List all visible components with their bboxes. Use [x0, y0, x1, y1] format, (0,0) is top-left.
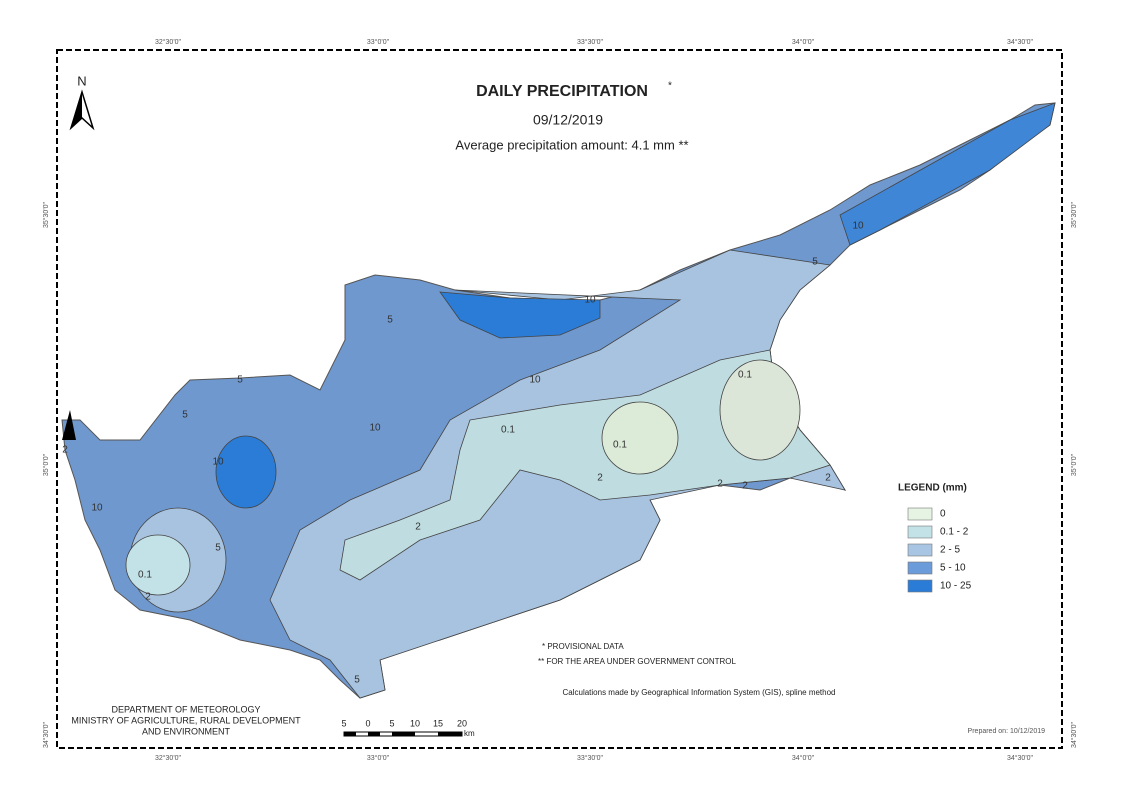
grid-label: 33°0'0"	[367, 38, 390, 46]
grid-label: 33°0'0"	[367, 754, 390, 762]
title-mark: *	[668, 81, 672, 92]
grid-label: 33°30'0"	[577, 38, 604, 46]
zone-0	[719, 359, 801, 461]
contour-label: 10	[852, 221, 864, 232]
department: AND ENVIRONMENT	[142, 726, 231, 736]
legend-label: 0	[940, 509, 946, 520]
scale-bar	[344, 732, 356, 736]
scale-label: 20	[457, 718, 467, 728]
grid-label: 35°0'0"	[42, 453, 50, 476]
contour-label: 5	[354, 675, 360, 686]
north-label: N	[77, 73, 86, 88]
title: DAILY PRECIPITATION	[476, 83, 648, 100]
scale-label: 5	[341, 718, 346, 728]
grid-label: 35°0'0"	[1070, 453, 1078, 476]
legend-label: 10 - 25	[940, 581, 972, 592]
scale-bar	[368, 732, 380, 736]
contour-label: 0.1	[138, 570, 152, 581]
grid-label: 35°30'0"	[42, 201, 50, 228]
note: ** FOR THE AREA UNDER GOVERNMENT CONTROL	[538, 657, 737, 666]
grid-label: 32°30'0"	[155, 754, 182, 762]
grid-label: 34°0'0"	[792, 754, 815, 762]
contour-label: 5	[215, 543, 221, 554]
contour-label: 5	[237, 375, 243, 386]
grid-label: 34°0'0"	[792, 38, 815, 46]
legend-swatch	[907, 561, 933, 575]
zone-10-25	[839, 102, 1056, 246]
prepared: Prepared on: 10/12/2019	[968, 728, 1046, 735]
method: Calculations made by Geographical Inform…	[562, 688, 835, 697]
scale-bar	[343, 731, 463, 737]
contour-label: 5	[812, 257, 818, 268]
legend-swatch	[907, 579, 933, 593]
grid-label: 34°30'0"	[1070, 721, 1078, 748]
grid-label: 34°30'0"	[42, 721, 50, 748]
zone-0	[601, 401, 679, 475]
grid-label: 34°30'0"	[1007, 754, 1034, 762]
contour-label: 0.1	[738, 370, 752, 381]
legend-title: LEGEND (mm)	[898, 483, 967, 494]
zone-0-2	[339, 349, 831, 581]
grid-label: 32°30'0"	[155, 38, 182, 46]
scale-label: 0	[365, 718, 370, 728]
contour-label: 0.1	[613, 440, 627, 451]
contour-label: 10	[369, 423, 381, 434]
zone-0-2	[125, 534, 191, 596]
contour-label: 5	[387, 315, 393, 326]
legend-swatch	[907, 507, 933, 521]
zone-10-25	[215, 435, 277, 509]
scale-label: 5	[389, 718, 394, 728]
grid-label: 33°30'0"	[577, 754, 604, 762]
scale-label: 15	[433, 718, 443, 728]
contour-label: 5	[182, 410, 188, 421]
scale-bar	[438, 732, 462, 736]
zone-10-25	[439, 291, 601, 339]
legend-swatch	[907, 525, 933, 539]
contour-label: 2	[597, 473, 603, 484]
contour-label: 0.1	[501, 425, 515, 436]
contour-label: 2	[717, 479, 723, 490]
north-arrow	[71, 92, 82, 128]
contour-label: 10	[529, 375, 541, 386]
legend-label: 0.1 - 2	[940, 527, 969, 538]
department: MINISTRY OF AGRICULTURE, RURAL DEVELOPME…	[71, 715, 301, 725]
grid-label: 34°30'0"	[1007, 38, 1034, 46]
legend-label: 2 - 5	[940, 545, 960, 556]
date: 09/12/2019	[533, 112, 603, 128]
contour-label: 2	[62, 445, 68, 456]
scale-bar	[392, 732, 415, 736]
legend-label: 5 - 10	[940, 563, 966, 574]
north-arrow	[62, 410, 76, 440]
contour-label: 10	[212, 457, 224, 468]
contour-label: 2	[825, 473, 831, 484]
contour-label: 10	[91, 503, 103, 514]
note: * PROVISIONAL DATA	[542, 642, 624, 651]
grid-label: 35°30'0"	[1070, 201, 1078, 228]
department: DEPARTMENT OF METEOROLOGY	[111, 704, 260, 714]
average: Average precipitation amount: 4.1 mm **	[455, 137, 688, 152]
scale-label: 10	[410, 718, 420, 728]
contour-label: 10	[584, 295, 596, 306]
scale-unit: km	[464, 729, 475, 738]
contour-label: 2	[742, 481, 748, 492]
legend-swatch	[907, 543, 933, 557]
contour-label: 2	[145, 592, 151, 603]
contour-label: 2	[415, 522, 421, 533]
